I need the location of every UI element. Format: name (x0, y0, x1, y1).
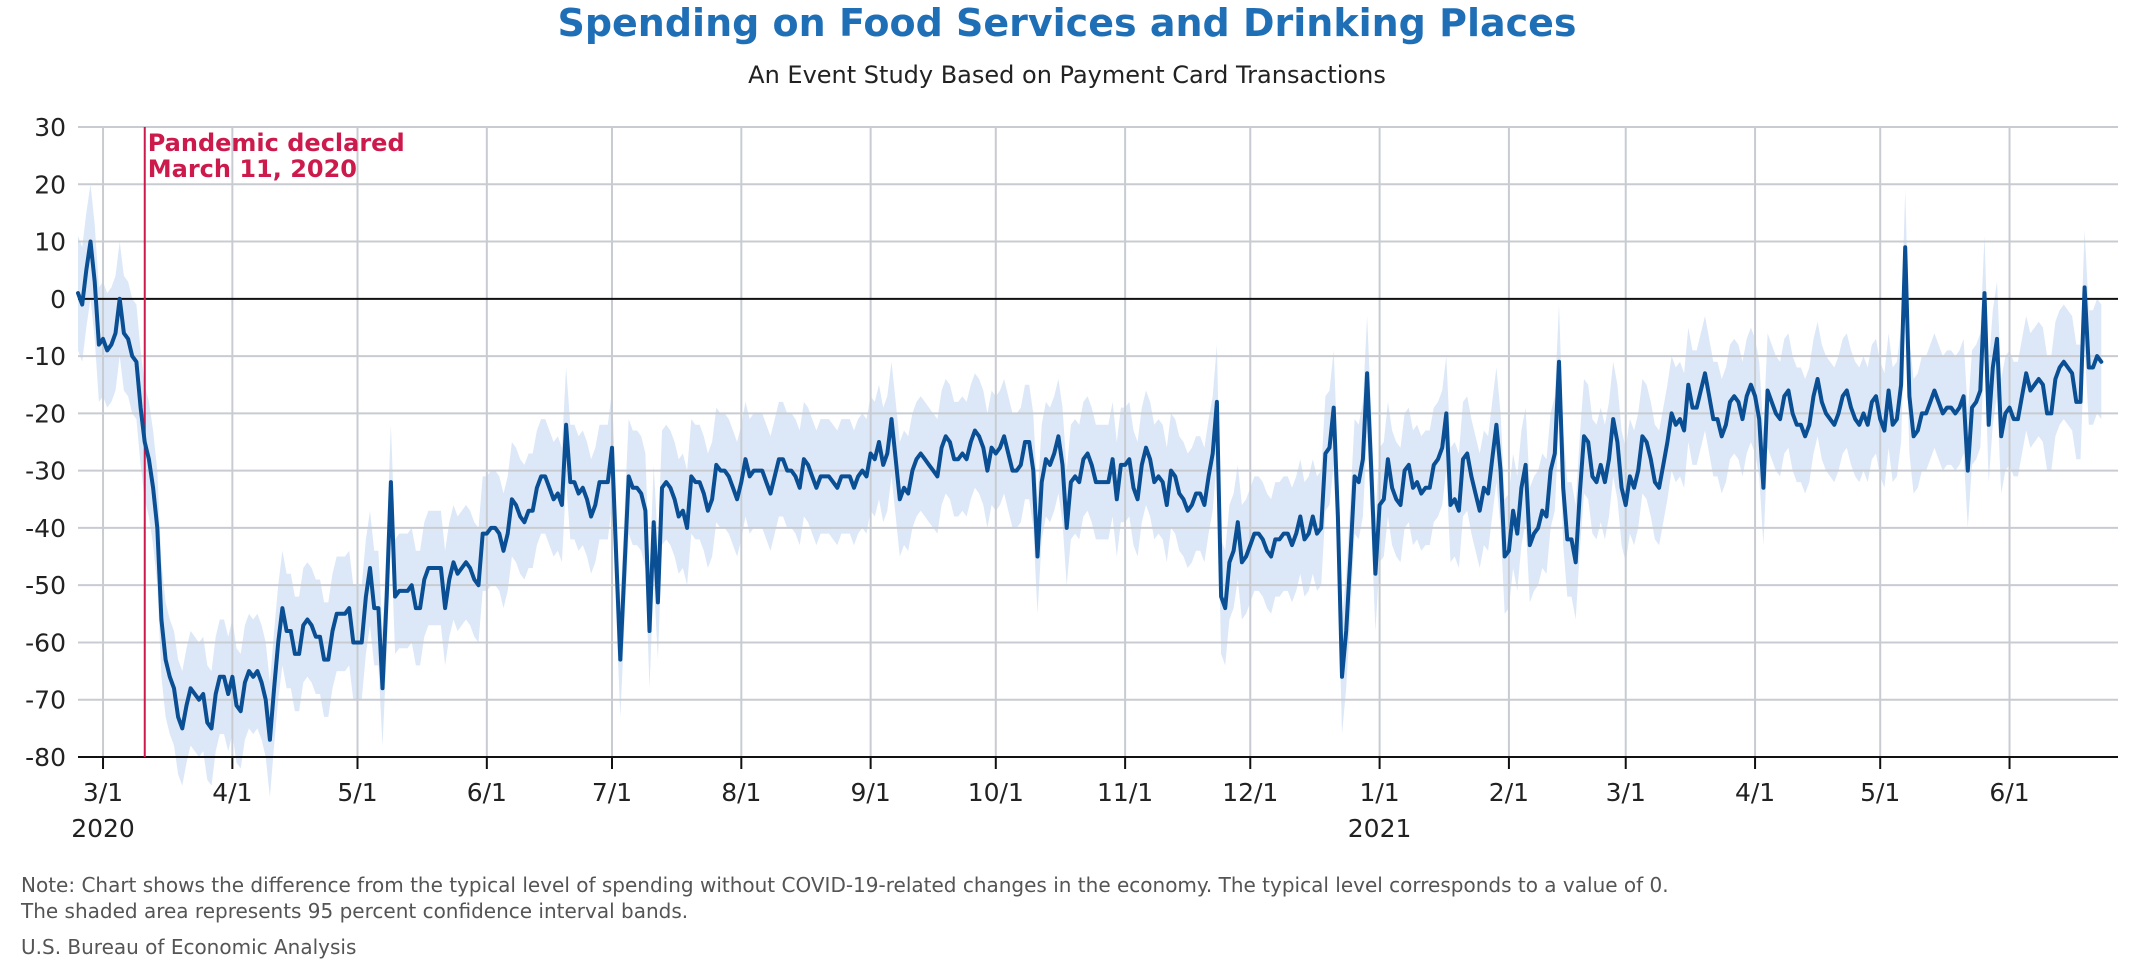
x-tick-label: 12/1 (1222, 778, 1278, 807)
note-line-1: Note: Chart shows the difference from th… (21, 873, 1669, 897)
source-credit: U.S. Bureau of Economic Analysis (21, 935, 357, 959)
x-tick-label: 6/1 (1989, 778, 2029, 807)
x-tick-label: 2/1 (1489, 778, 1529, 807)
x-tick-label: 6/1 (467, 778, 507, 807)
x-tick-label: 7/1 (592, 778, 632, 807)
x-tick-label: 1/1 (1359, 778, 1399, 807)
chart-subtitle: An Event Study Based on Payment Card Tra… (748, 61, 1386, 89)
x-tick-label: 9/1 (851, 778, 891, 807)
pandemic-annotation-text: March 11, 2020 (148, 155, 357, 183)
y-tick-label: 30 (34, 113, 66, 142)
x-tick-label: 5/1 (1860, 778, 1900, 807)
y-tick-label: 20 (34, 170, 66, 199)
pandemic-annotation-text: Pandemic declared (148, 129, 405, 157)
chart-title: Spending on Food Services and Drinking P… (557, 1, 1577, 45)
confidence-band (78, 184, 2102, 798)
y-tick-label: -40 (25, 514, 66, 543)
x-tick-label: 4/1 (1735, 778, 1775, 807)
x-tick-label: 10/1 (968, 778, 1024, 807)
x-tick-label: 8/1 (721, 778, 761, 807)
spending-series-line (76, 239, 2104, 742)
note-line-2: The shaded area represents 95 percent co… (21, 899, 689, 923)
x-tick-label: 4/1 (212, 778, 252, 807)
x-tick-label: 5/1 (337, 778, 377, 807)
y-tick-label: -70 (25, 686, 66, 715)
line-chart: 30 20 10 0 -10 -20 -30 -40 -50 -60 -70 -80 3/1 2020 4/… (25, 113, 2118, 843)
y-tick-label: 0 (50, 285, 66, 314)
y-tick-label: -60 (25, 628, 66, 657)
x-tick-year-label: 2020 (71, 814, 135, 843)
x-tick-label: 11/1 (1097, 778, 1153, 807)
x-tick-label: 3/1 (83, 778, 123, 807)
y-tick-label: -20 (25, 399, 66, 428)
x-tick-year-label: 2021 (1348, 814, 1412, 843)
x-tick-label: 3/1 (1606, 778, 1646, 807)
y-tick-label: -10 (25, 342, 66, 371)
y-tick-label: -30 (25, 457, 66, 486)
y-tick-label: -80 (25, 743, 66, 772)
y-tick-label: 10 (34, 228, 66, 257)
y-tick-label: -50 (25, 571, 66, 600)
